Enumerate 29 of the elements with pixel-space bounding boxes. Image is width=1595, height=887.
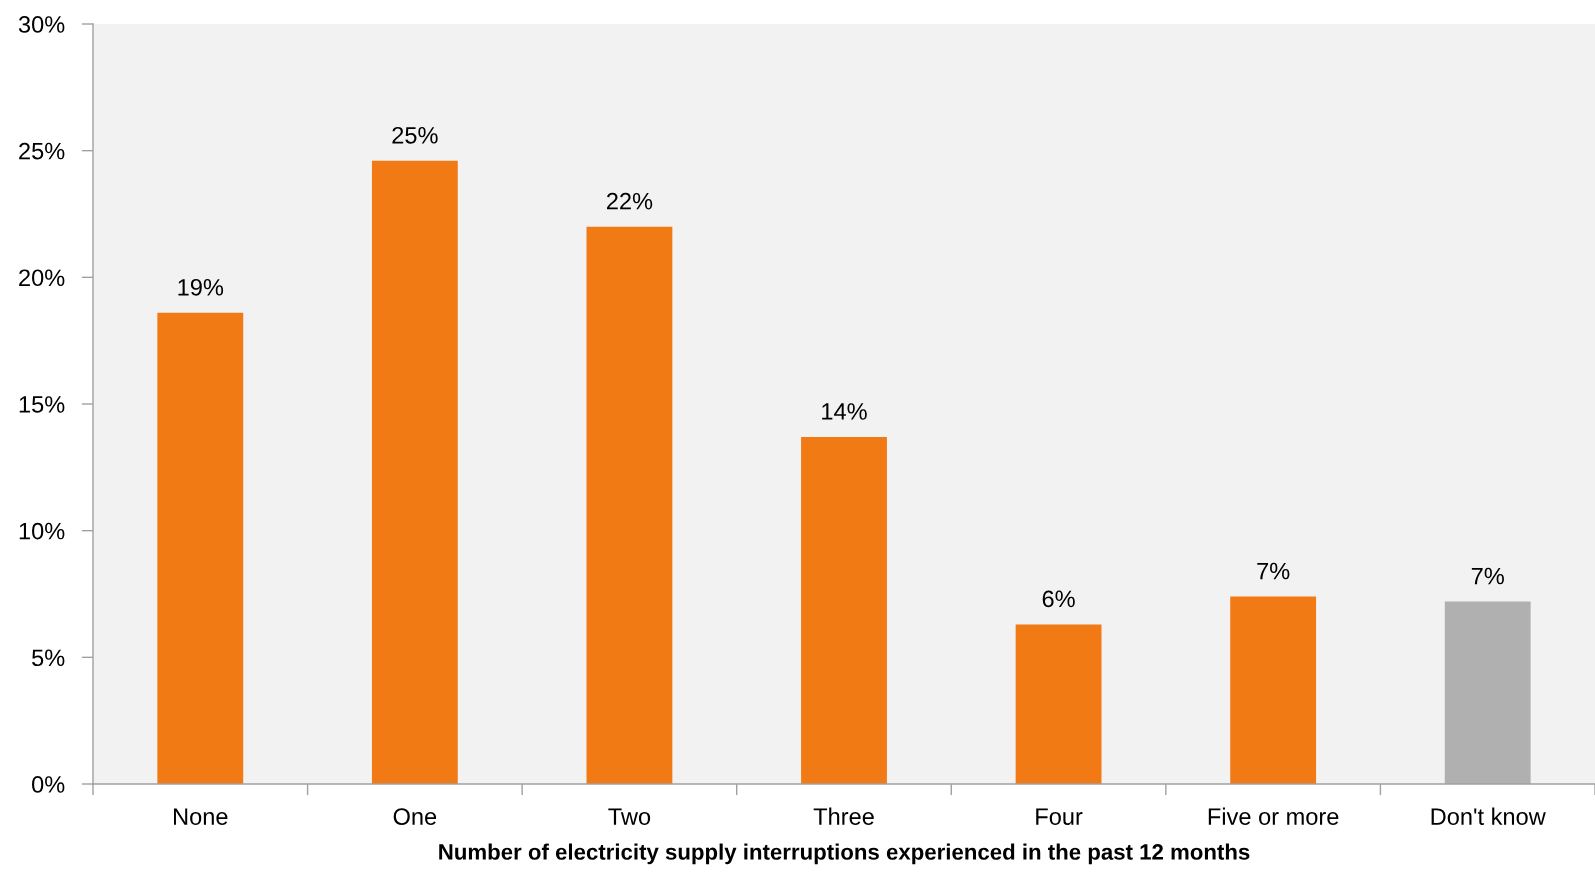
x-tick-label: Three: [813, 807, 874, 825]
y-tick-label: 30%: [18, 16, 65, 33]
y-tick-label: 15%: [19, 396, 65, 413]
x-tick-label: Don't know: [1431, 807, 1546, 825]
y-tick-label: 5%: [32, 649, 65, 667]
data-label: 6%: [1042, 590, 1075, 608]
x-axis-title: Number of electricity supply interruptions experienced in the past 12 months: [439, 843, 1250, 865]
bar: [371, 160, 458, 784]
x-tick-label: Four: [1036, 808, 1083, 825]
y-tick-label: 25%: [19, 142, 65, 160]
data-label: 7%: [1471, 567, 1504, 585]
bar: [1444, 601, 1531, 784]
bar: [157, 312, 244, 784]
bar: [586, 226, 673, 784]
data-label: 25%: [392, 126, 438, 144]
y-tick-label: 10%: [19, 522, 65, 540]
data-label: 19%: [178, 278, 224, 296]
x-tick-label: One: [393, 808, 437, 825]
y-tick-label: 20%: [19, 269, 65, 287]
x-tick-label: Two: [608, 808, 651, 825]
y-tick-label: 0%: [32, 776, 65, 793]
bar: [1230, 596, 1317, 784]
x-tick-label: None: [174, 808, 228, 825]
bar: [801, 436, 887, 784]
bar: [1015, 624, 1102, 784]
data-label: 14%: [822, 403, 867, 420]
x-tick-label: Five or more: [1208, 807, 1339, 825]
data-label: 22%: [606, 192, 653, 210]
data-label: 7%: [1257, 562, 1290, 580]
